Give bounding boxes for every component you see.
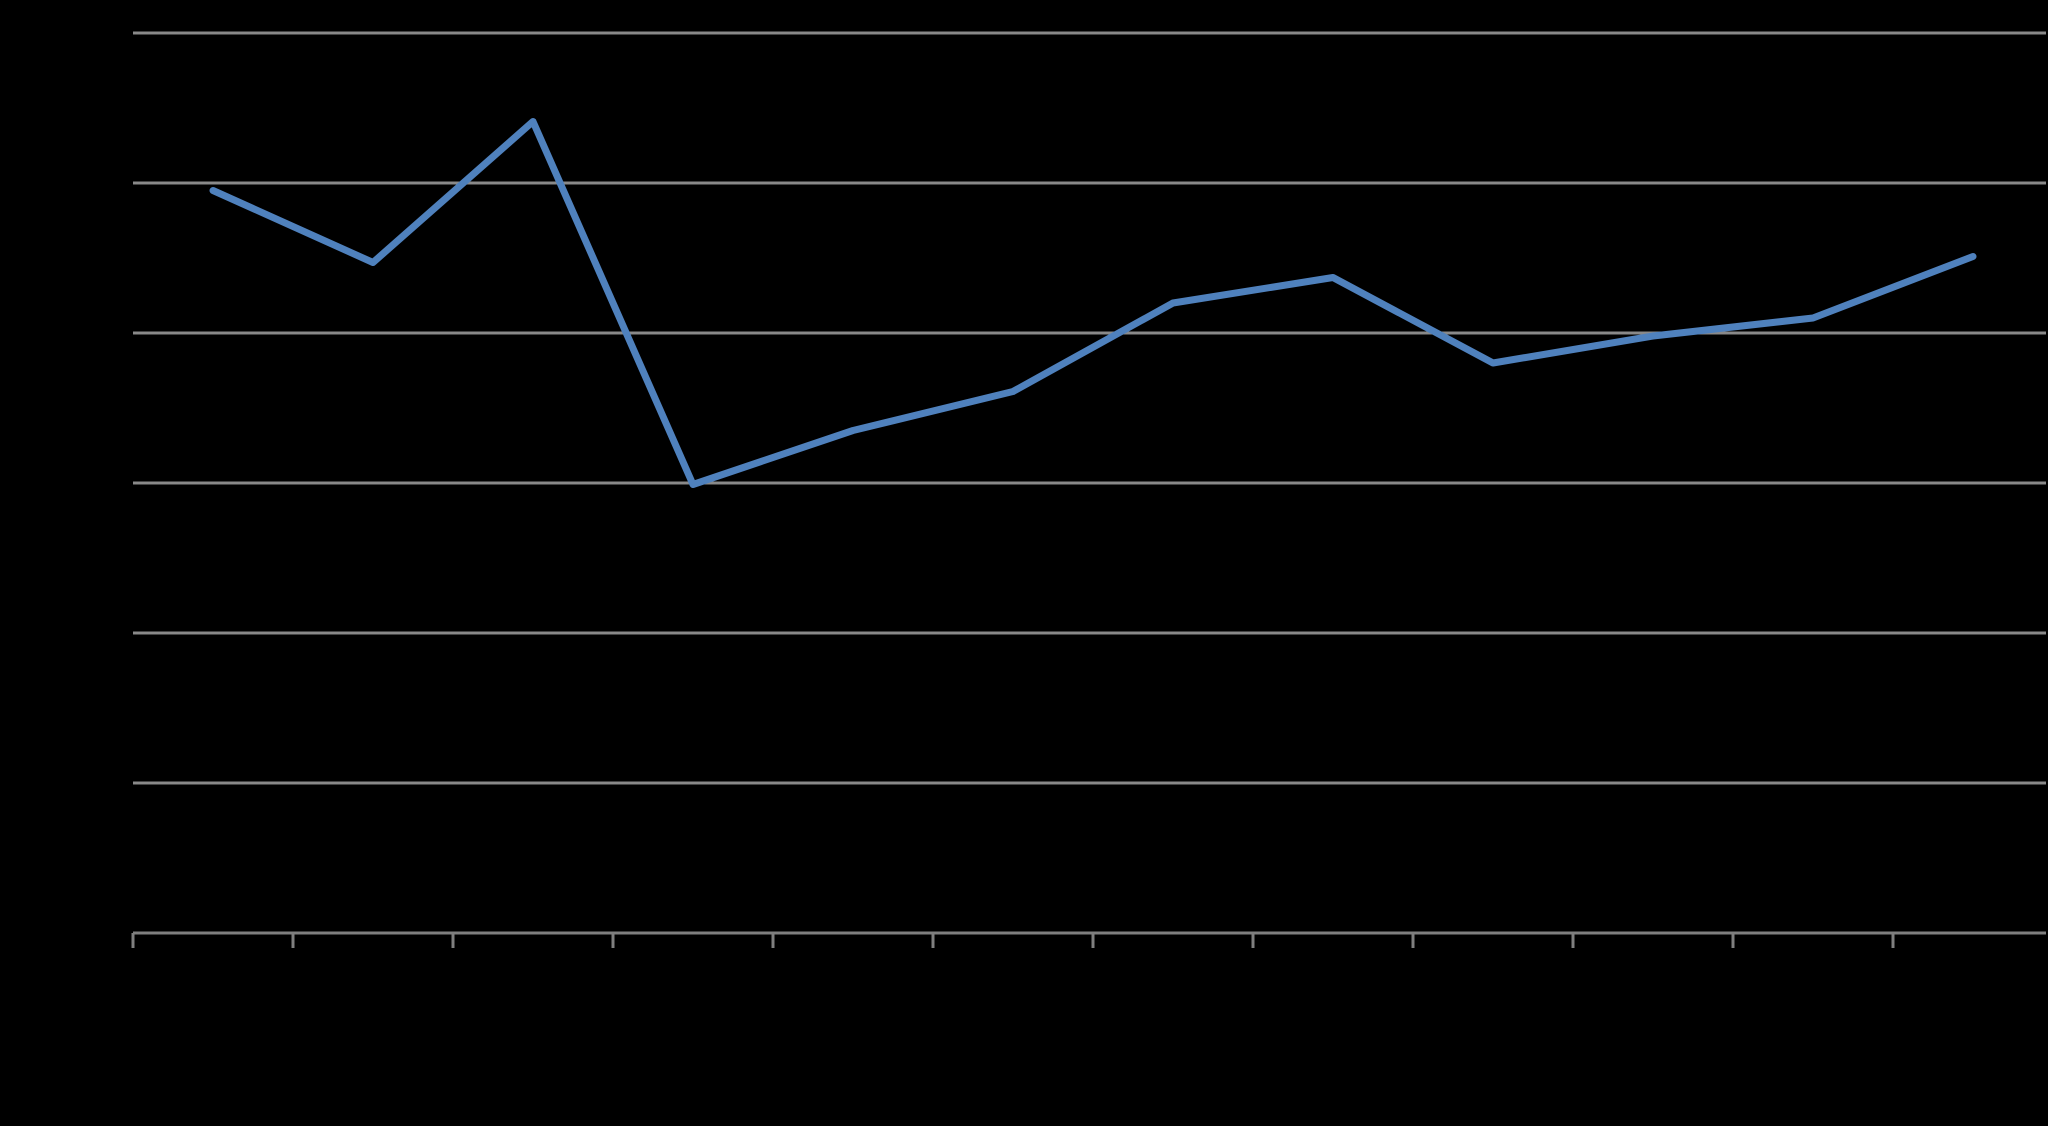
series-group (209, 118, 1977, 488)
series-line (209, 118, 1977, 488)
x-axis (131, 931, 2046, 948)
gridlines (133, 31, 2046, 785)
